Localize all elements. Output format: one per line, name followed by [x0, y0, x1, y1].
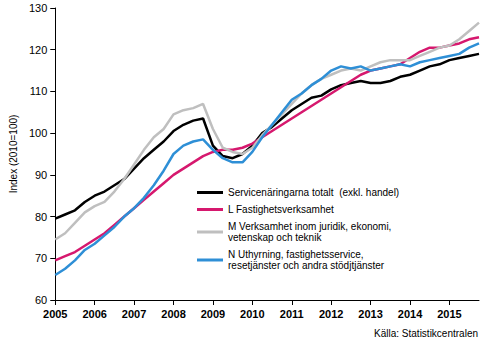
svg-text:2005: 2005: [43, 308, 67, 320]
svg-text:100: 100: [29, 127, 47, 139]
svg-text:110: 110: [30, 85, 48, 97]
svg-text:resetjänster och andra stödjtj: resetjänster och andra stödjtjänster: [228, 260, 385, 271]
svg-text:Index (2010=100): Index (2010=100): [8, 115, 19, 194]
svg-text:2010: 2010: [240, 308, 264, 320]
svg-text:2008: 2008: [161, 308, 185, 320]
svg-text:2013: 2013: [358, 308, 382, 320]
svg-text:80: 80: [35, 211, 47, 223]
svg-text:90: 90: [35, 169, 47, 181]
svg-text:Servicenäringarna totalt (exk: Servicenäringarna totalt (exkl. handel): [228, 187, 399, 198]
svg-text:2007: 2007: [122, 308, 146, 320]
svg-text:2011: 2011: [280, 308, 304, 320]
svg-text:60: 60: [35, 294, 47, 306]
svg-text:2014: 2014: [398, 308, 423, 320]
svg-text:2006: 2006: [82, 308, 106, 320]
svg-text:vetenskap och teknik: vetenskap och teknik: [228, 232, 322, 243]
svg-text:130: 130: [29, 2, 47, 14]
svg-text:L Fastighetsverksamhet: L Fastighetsverksamhet: [228, 204, 334, 215]
svg-text:70: 70: [35, 252, 47, 264]
svg-text:2009: 2009: [201, 308, 225, 320]
svg-text:120: 120: [29, 44, 47, 56]
svg-text:2012: 2012: [319, 308, 343, 320]
svg-text:2015: 2015: [437, 308, 461, 320]
svg-text:Källa: Statistikcentralen: Källa: Statistikcentralen: [374, 328, 478, 339]
svg-text:M Verksamhet inom juridik, eko: M Verksamhet inom juridik, ekonomi,: [228, 221, 394, 232]
svg-text:N Uthyrning, fastighetsservice: N Uthyrning, fastighetsservice,: [228, 249, 366, 260]
